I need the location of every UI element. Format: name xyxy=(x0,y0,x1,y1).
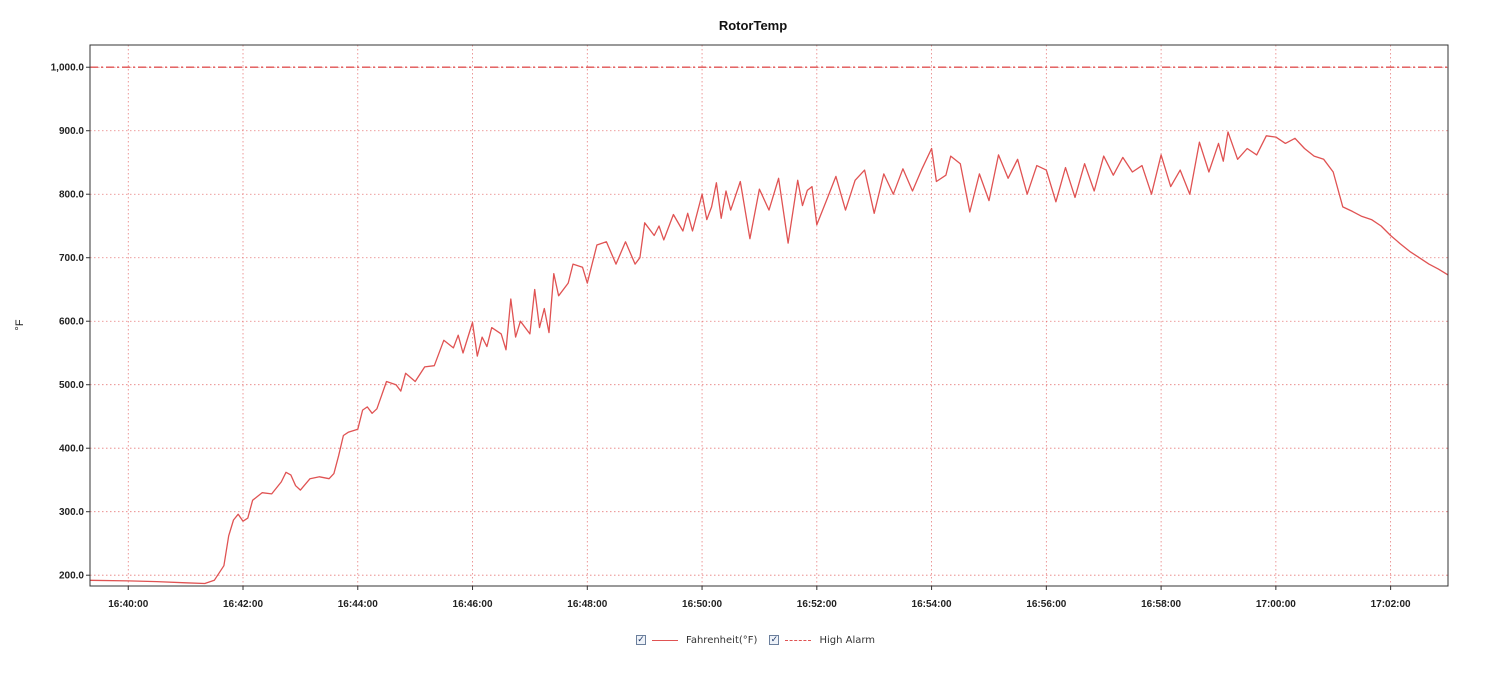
plot-frame xyxy=(89,44,1449,587)
legend-item-high-alarm[interactable]: ✓ High Alarm xyxy=(769,635,875,646)
x-tick-label: 16:42:00 xyxy=(223,599,263,610)
legend-label-fahrenheit: Fahrenheit(°F) xyxy=(686,634,758,646)
legend-checkbox-fahrenheit[interactable]: ✓ xyxy=(636,634,646,645)
y-axis-label: °F xyxy=(14,319,26,330)
y-tick-label: 600.0 xyxy=(59,317,84,328)
x-tick-label: 17:02:00 xyxy=(1371,599,1411,610)
grid-lines xyxy=(90,45,1448,586)
y-tick-label: 400.0 xyxy=(59,444,84,455)
plot-series xyxy=(89,66,1449,585)
legend-checkbox-high-alarm[interactable]: ✓ xyxy=(769,634,780,645)
x-tick-label: 16:44:00 xyxy=(338,599,378,610)
axis-ticks: 200.0 300.0 400.0 500.0 600.0 700.0 800.0 900.0… xyxy=(51,63,1411,610)
y-tick-label: 300.0 xyxy=(59,507,84,518)
x-tick-label: 16:52:00 xyxy=(797,599,837,610)
y-tick-label: 700.0 xyxy=(59,253,84,264)
x-tick-label: 16:58:00 xyxy=(1141,599,1181,610)
y-tick-label: 800.0 xyxy=(59,190,84,201)
x-tick-label: 16:46:00 xyxy=(453,599,493,610)
x-tick-label: 17:00:00 xyxy=(1256,599,1296,610)
legend-swatch-fahrenheit xyxy=(652,639,678,641)
x-tick-label: 16:56:00 xyxy=(1026,599,1066,610)
x-tick-label: 16:48:00 xyxy=(567,599,607,610)
chart-title: RotorTemp xyxy=(719,18,787,33)
legend-item-fahrenheit[interactable]: ✓ Fahrenheit(°F) xyxy=(636,635,757,646)
y-tick-label: 900.0 xyxy=(59,126,84,137)
x-tick-label: 16:50:00 xyxy=(682,599,722,610)
y-tick-label: 1,000.0 xyxy=(51,63,85,74)
chart-legend: ✓ Fahrenheit(°F) ✓ High Alarm xyxy=(636,631,887,649)
fahrenheit-series-line xyxy=(89,131,1449,585)
x-tick-label: 16:40:00 xyxy=(108,599,148,610)
y-tick-label: 500.0 xyxy=(59,380,84,391)
legend-swatch-high-alarm xyxy=(785,639,812,641)
legend-label-high-alarm: High Alarm xyxy=(819,634,876,646)
x-tick-label: 16:54:00 xyxy=(912,599,952,610)
y-tick-label: 200.0 xyxy=(59,571,84,582)
